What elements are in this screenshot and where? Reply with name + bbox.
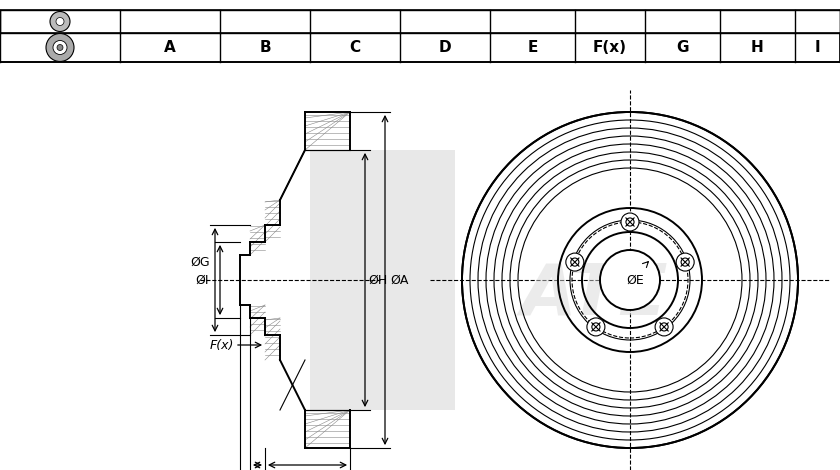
Text: ØH: ØH: [368, 274, 387, 287]
Text: D: D: [438, 40, 451, 55]
Text: H: H: [751, 40, 764, 55]
Bar: [0, 33, 840, 62]
Circle shape: [621, 213, 639, 231]
Circle shape: [566, 253, 584, 271]
Text: ØE: ØE: [626, 274, 644, 287]
Text: Abbildung ähnlich
Illustration similar: Abbildung ähnlich Illustration similar: [15, 15, 110, 38]
Circle shape: [53, 40, 67, 55]
Text: A: A: [164, 40, 176, 55]
Bar: [0, 10, 840, 33]
Circle shape: [587, 318, 605, 336]
FancyBboxPatch shape: [310, 150, 455, 410]
Text: ØI: ØI: [195, 274, 208, 287]
Text: I: I: [815, 40, 821, 55]
Circle shape: [676, 253, 694, 271]
Text: C: C: [349, 40, 360, 55]
Circle shape: [46, 33, 74, 62]
Text: F(x): F(x): [593, 40, 627, 55]
Circle shape: [50, 11, 70, 31]
Text: F(x): F(x): [210, 338, 234, 352]
Text: ØG: ØG: [190, 256, 210, 268]
Text: E: E: [528, 40, 538, 55]
Text: B: B: [260, 40, 270, 55]
Text: ØA: ØA: [390, 274, 408, 287]
Circle shape: [600, 250, 660, 310]
Text: ATE: ATE: [521, 260, 669, 329]
Circle shape: [57, 45, 63, 50]
Circle shape: [655, 318, 673, 336]
Text: G: G: [676, 40, 689, 55]
Circle shape: [56, 17, 64, 25]
